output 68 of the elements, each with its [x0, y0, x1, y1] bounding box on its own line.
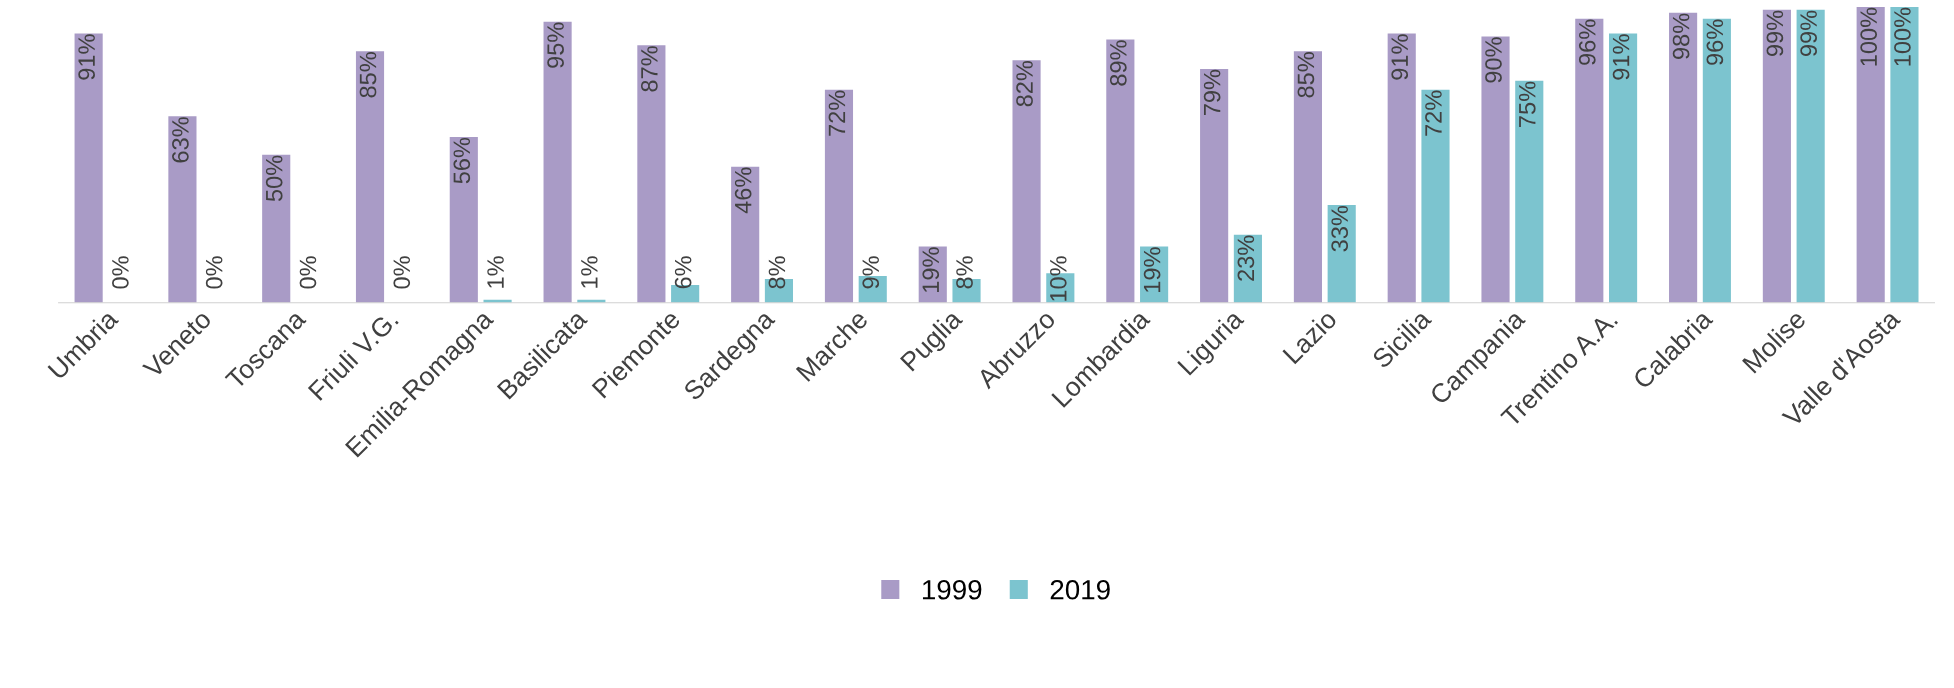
data-label: 33%	[1331, 205, 1349, 252]
data-label: 95%	[547, 22, 564, 68]
bar	[1762, 9, 1791, 303]
bar	[449, 137, 478, 303]
data-label: 0%	[393, 256, 411, 289]
data-label: 6%	[674, 256, 692, 289]
bar	[1387, 33, 1416, 303]
data-label: 98%	[1672, 13, 1690, 59]
data-label: 19%	[1143, 247, 1161, 292]
data-label: 56%	[453, 137, 471, 184]
bar	[824, 89, 854, 303]
bar	[1200, 69, 1229, 303]
bar	[1012, 60, 1041, 303]
bar	[1669, 12, 1698, 303]
data-label: 50%	[265, 155, 283, 202]
data-label: 100%	[1860, 7, 1878, 66]
bar	[1327, 205, 1356, 303]
data-label: 72%	[828, 90, 846, 136]
data-label: 72%	[1425, 90, 1442, 136]
data-label: 96%	[1578, 19, 1596, 65]
bar	[637, 45, 666, 303]
bar	[731, 166, 760, 303]
data-label: 99%	[1800, 10, 1817, 56]
data-label: 46%	[734, 167, 752, 214]
data-label: 82%	[1016, 60, 1033, 107]
bar	[1515, 80, 1544, 303]
data-label: 23%	[1237, 235, 1255, 281]
data-label: 91%	[1391, 34, 1409, 80]
bar	[262, 154, 291, 303]
data-label: 79%	[1203, 69, 1221, 116]
data-label: 10%	[1049, 256, 1067, 301]
data-label: 1%	[487, 256, 504, 288]
data-label: 0%	[299, 256, 317, 289]
data-label: 85%	[359, 52, 377, 98]
bar	[1890, 6, 1919, 303]
data-label: 91%	[78, 34, 95, 80]
bar	[74, 33, 103, 303]
data-label: 1%	[581, 256, 598, 288]
legend-label: 1999	[922, 579, 982, 600]
bar	[1856, 6, 1885, 303]
data-label: 63%	[172, 117, 189, 163]
bar	[1293, 51, 1322, 303]
legend-label: 2019	[1050, 579, 1110, 600]
data-label: 100%	[1894, 7, 1911, 66]
bar	[168, 116, 197, 303]
bar	[355, 51, 385, 303]
bar	[543, 21, 572, 303]
data-label: 90%	[1485, 37, 1502, 83]
data-label: 91%	[1612, 34, 1630, 80]
data-label: 89%	[1109, 40, 1127, 86]
bar	[1702, 18, 1731, 303]
bar	[1609, 33, 1638, 303]
data-label: 0%	[205, 256, 223, 289]
data-label: 87%	[641, 46, 658, 92]
bar	[1481, 36, 1510, 303]
bar	[1421, 89, 1450, 303]
data-label: 85%	[1297, 52, 1315, 98]
bar	[1106, 39, 1135, 303]
bar	[1575, 18, 1604, 303]
data-label: 75%	[1519, 81, 1536, 127]
data-label: 8%	[956, 256, 973, 289]
bar	[1796, 9, 1825, 303]
data-label: 99%	[1766, 10, 1784, 56]
data-label: 9%	[862, 256, 880, 289]
data-label: 8%	[768, 256, 786, 289]
data-label: 19%	[922, 247, 940, 292]
data-label: 0%	[112, 256, 129, 289]
data-label: 96%	[1706, 19, 1724, 65]
